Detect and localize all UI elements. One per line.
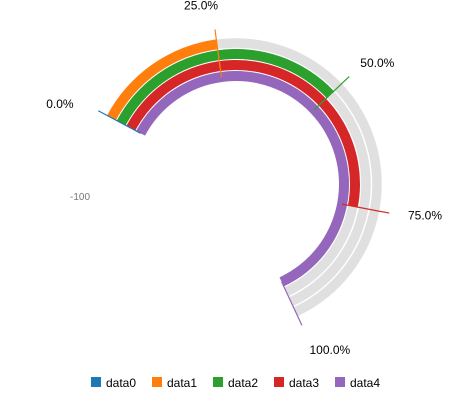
gauge-ticks [97, 29, 390, 326]
legend-label-data4: data4 [350, 376, 380, 390]
gauge-arcs [107, 39, 360, 287]
legend-swatch-data1 [152, 377, 162, 387]
legend-item-data0[interactable]: data0 [91, 376, 136, 390]
legend-item-data2[interactable]: data2 [213, 376, 258, 390]
tick-label-data3: 75.0% [408, 209, 442, 223]
legend-label-data2: data2 [228, 376, 258, 390]
arc-data1[interactable] [107, 39, 218, 121]
tick-label-data2: 50.0% [360, 56, 394, 70]
tick-label-data1: 25.0% [184, 0, 218, 13]
legend-swatch-data2 [213, 377, 223, 387]
legend-label-data0: data0 [106, 376, 136, 390]
legend-swatch-data4 [335, 377, 345, 387]
tick-data3 [341, 203, 390, 214]
tick-label-data0: 0.0% [46, 97, 74, 111]
legend-label-data3: data3 [289, 376, 319, 390]
legend-item-data4[interactable]: data4 [335, 376, 380, 390]
legend-item-data3[interactable]: data3 [274, 376, 319, 390]
legend-swatch-data0 [91, 377, 101, 387]
legend: data0 data1 data2 data3 data4 [91, 376, 380, 390]
gauge-min-label: -100 [70, 192, 90, 203]
legend-item-data1[interactable]: data1 [152, 376, 197, 390]
gauge-labels: 0.0% 25.0% 50.0% 75.0% 100.0% [46, 0, 442, 357]
legend-swatch-data3 [274, 377, 284, 387]
tick-data4 [281, 281, 303, 326]
legend-label-data1: data1 [167, 376, 197, 390]
tick-data2 [313, 76, 350, 111]
arc-data2[interactable] [116, 48, 334, 126]
tick-data0 [97, 110, 141, 134]
tick-label-data4: 100.0% [309, 343, 350, 357]
tick-data1 [214, 29, 223, 78]
